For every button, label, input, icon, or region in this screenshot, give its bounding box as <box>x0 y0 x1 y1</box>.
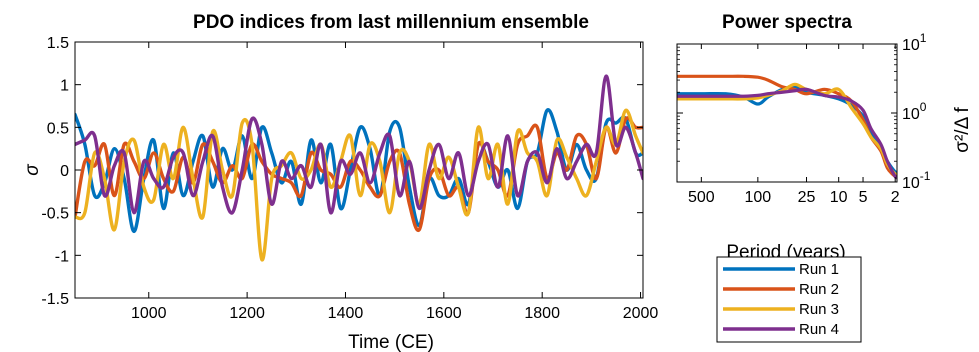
right-x-tick-label: 25 <box>798 189 816 206</box>
left-y-tick-label: 1.5 <box>47 35 69 52</box>
left-y-tick-label: 0 <box>60 163 69 180</box>
right-y-tick-exponent: -1 <box>920 169 931 183</box>
right-y-tick-label: 100 <box>902 100 927 123</box>
left-y-tick-label: 1 <box>60 78 69 95</box>
right-x-tick-label: 10 <box>830 189 848 206</box>
left-y-axis-label: σ <box>22 163 43 176</box>
right-y-axis-label: σ²/Δ f <box>952 107 973 153</box>
left-chart-title: PDO indices from last millennium ensembl… <box>193 12 589 33</box>
legend-label-run-3: Run 3 <box>799 301 839 318</box>
left-y-tick-label: -1 <box>55 248 69 265</box>
right-y-tick-base: 10 <box>902 106 920 123</box>
left-series-line-run-4 <box>75 74 643 215</box>
right-chart-title: Power spectra <box>722 12 852 33</box>
left-x-tick-label: 1200 <box>229 305 265 322</box>
left-x-tick-label: 2000 <box>623 305 659 322</box>
left-x-tick-label: 1600 <box>426 305 462 322</box>
right-y-tick-label: 101 <box>902 31 927 54</box>
right-y-tick-exponent: 0 <box>920 100 927 114</box>
left-x-axis-label: Time (CE) <box>348 332 434 352</box>
left-series-line-run-3 <box>75 108 643 262</box>
right-x-tick-label: 2 <box>891 189 900 206</box>
left-x-tick-label: 1800 <box>524 305 560 322</box>
legend-label-run-2: Run 2 <box>799 281 839 298</box>
right-series-line-run-3 <box>677 82 897 177</box>
legend-label-run-1: Run 1 <box>799 261 839 278</box>
left-y-tick-label: -1.5 <box>41 291 69 308</box>
right-x-tick-label: 500 <box>688 189 715 206</box>
right-series-line-run-4 <box>677 87 897 180</box>
right-x-tick-label: 5 <box>859 189 868 206</box>
left-x-tick-label: 1000 <box>131 305 167 322</box>
right-y-tick-base: 10 <box>902 175 920 192</box>
right-y-tick-label: 10-1 <box>902 169 931 192</box>
right-y-axis-label-text: σ²/Δ f <box>952 107 973 153</box>
left-y-tick-label: -0.5 <box>41 206 69 223</box>
legend-label-run-4: Run 4 <box>799 321 839 338</box>
legend: Run 1 Run 2 Run 3 Run 4 <box>716 256 862 343</box>
right-y-tick-exponent: 1 <box>920 31 927 45</box>
left-y-tick-label: 0.5 <box>47 120 69 137</box>
left-x-tick-label: 1400 <box>328 305 364 322</box>
left-plot-area: 1000 1200 1400 1600 1800 2000 -1.5 -1 -0.5 0 0.5 1 1… <box>41 35 658 322</box>
right-y-tick-base: 10 <box>902 37 920 54</box>
right-x-tick-label: 100 <box>744 189 771 206</box>
